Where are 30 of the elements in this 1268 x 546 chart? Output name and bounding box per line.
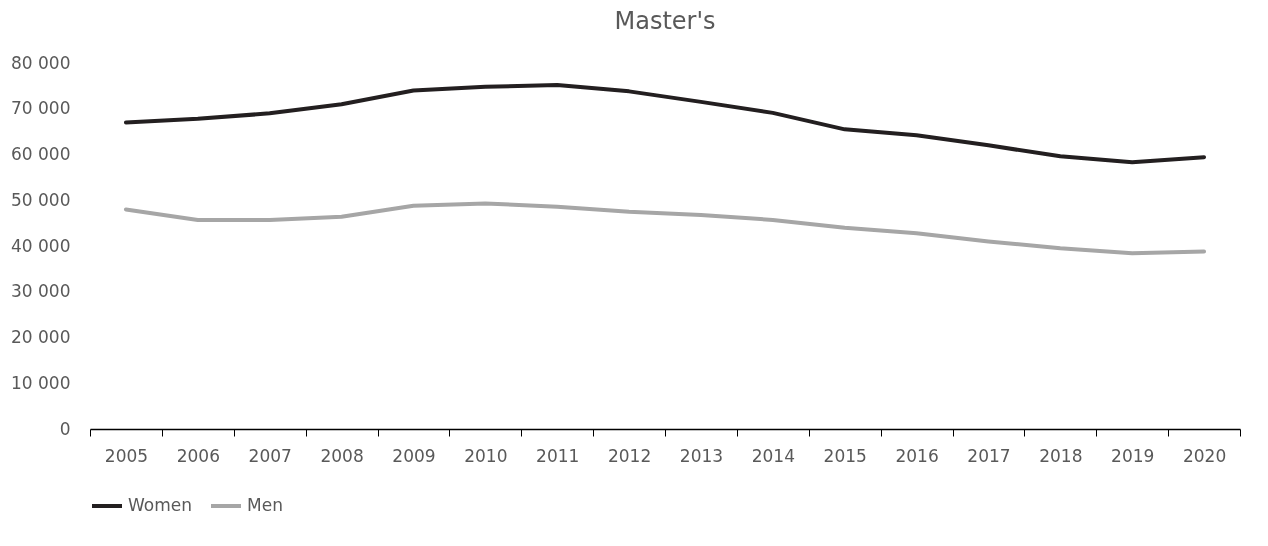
x-tick-label: 2020 <box>1182 445 1227 466</box>
y-tick-label: 70 000 <box>11 98 71 119</box>
x-tick-label: 2005 <box>104 445 149 466</box>
x-tick-label: 2017 <box>967 445 1011 466</box>
y-tick-label: 40 000 <box>11 235 71 256</box>
chart-title: Master's <box>614 7 716 35</box>
y-tick-label: 20 000 <box>11 327 71 347</box>
x-tick-label: 2018 <box>1039 445 1083 466</box>
x-tick-label: 2015 <box>823 445 867 466</box>
x-tick-label: 2014 <box>751 445 795 466</box>
x-tick-label: 2008 <box>320 445 364 466</box>
legend-label: Women <box>128 495 193 515</box>
y-tick-label: 0 <box>59 418 71 439</box>
y-tick-label: 30 000 <box>11 281 71 302</box>
line-series <box>123 82 1207 165</box>
y-tick-label: 80 000 <box>11 52 71 73</box>
x-tick-label: 2019 <box>1111 445 1155 466</box>
x-tick-label: 2012 <box>607 445 652 466</box>
y-tick-label: 50 000 <box>11 189 71 210</box>
y-tick-label: 10 000 <box>11 372 71 393</box>
legend-label: Men <box>247 495 283 515</box>
x-tick-label: 2016 <box>895 445 939 466</box>
line-series <box>123 201 1207 256</box>
x-tick-label: 2009 <box>392 445 436 466</box>
y-tick-label: 60 000 <box>11 144 71 164</box>
x-tick-label: 2007 <box>248 445 292 466</box>
x-tick-label: 2011 <box>536 445 580 466</box>
x-tick-label: 2006 <box>176 445 220 466</box>
x-tick-label: 2013 <box>679 445 724 466</box>
x-tick-label: 2010 <box>464 445 508 466</box>
